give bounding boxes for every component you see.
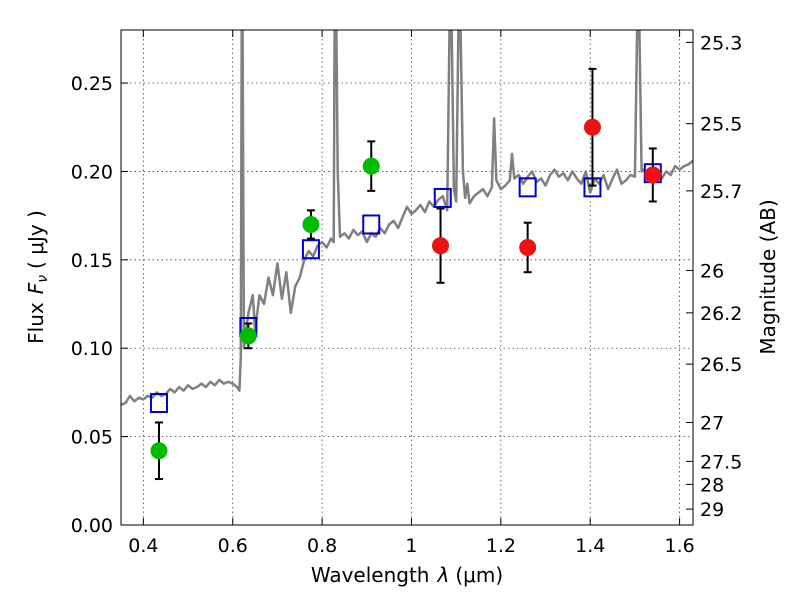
y2-tick-label: 27.5 [700,451,742,473]
y2-tick-label: 25.5 [700,114,742,136]
x-axis-label: Wavelength λ (μm) [311,563,503,587]
plot-frame [120,29,694,526]
model-flux-square [518,177,537,198]
y2-tick-label: 29 [700,499,724,521]
data-layer [121,30,693,481]
y2-tick-label: 26.5 [700,354,742,376]
model-flux-square [433,187,452,208]
model-flux-square [301,239,320,260]
y2-tick-label: 26.2 [700,303,742,325]
y-tick-label: 0.20 [71,161,113,183]
y-tick-label: 0.00 [71,515,113,537]
x-tick-label: 0.6 [218,535,248,557]
observed-flux-point [239,327,257,345]
observed-flux-point [519,238,537,256]
observed-flux-point [150,442,168,460]
y2-tick-label: 25.7 [700,181,742,203]
observed-flux-point [302,215,320,233]
y2-tick-label: 28 [700,474,724,496]
x-tick-label: 0.8 [307,535,337,557]
y2-tick-label: 25.3 [700,32,742,54]
x-tick-label: 1.4 [575,535,605,557]
x-tick-label: 1.6 [664,535,694,557]
y-axis-label: FluxFν( μJy ) [24,210,51,344]
observed-flux-point [362,157,380,175]
observed-flux-point [432,237,450,255]
y-tick-label: 0.15 [71,250,113,272]
x-tick-label: 1 [405,535,417,557]
y-tick-label: 0.10 [71,338,113,360]
observed-flux-point [644,166,662,184]
y2-tick-label: 27 [700,412,724,434]
axes: 0.4 0.6 0.8 1 1.2 1.4 1.6 0.00 0.05 0.10 0.15 0.20 0… [71,30,742,557]
y-tick-label: 0.25 [71,73,113,95]
model-flux-square [149,393,168,414]
x-tick-label: 0.4 [128,535,158,557]
observed-flux-point [583,118,601,136]
grid [121,30,693,525]
y2-tick-label: 26 [700,260,724,282]
x-tick-label: 1.2 [486,535,516,557]
model-flux-square [362,214,381,235]
y-tick-label: 0.05 [71,427,113,449]
y2-axis-label: Magnitude (AB) [756,199,780,354]
